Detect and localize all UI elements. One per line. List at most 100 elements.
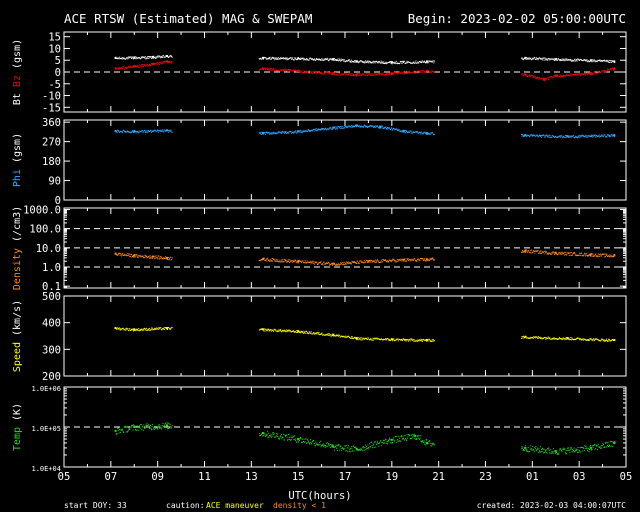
data-dot (303, 57, 305, 59)
data-dot (132, 328, 134, 330)
data-dot (592, 72, 594, 74)
data-dot (325, 129, 327, 131)
data-dot (537, 59, 539, 61)
data-dot (420, 257, 422, 259)
data-dot (572, 253, 574, 255)
data-dot (140, 56, 142, 58)
data-dot (340, 73, 342, 75)
data-dot (409, 130, 411, 132)
data-dot (286, 132, 288, 134)
data-dot (370, 442, 372, 444)
data-dot (383, 339, 385, 341)
data-dot (565, 338, 567, 340)
data-dot (521, 445, 523, 447)
data-dot (425, 132, 427, 134)
data-dot (591, 449, 593, 451)
data-dot (358, 337, 360, 339)
data-dot (163, 327, 165, 329)
data-dot (144, 254, 146, 256)
data-dot (303, 438, 305, 440)
data-dot (370, 259, 372, 261)
data-dot (136, 66, 138, 68)
data-dot (581, 134, 583, 136)
data-dot (326, 263, 328, 265)
data-dot (613, 254, 615, 256)
data-dot (265, 131, 267, 133)
data-dot (259, 435, 261, 437)
data-dot (130, 56, 132, 58)
data-dot (270, 68, 272, 70)
data-dot (390, 61, 392, 63)
data-dot (344, 445, 346, 447)
data-dot (305, 70, 307, 72)
data-dot (333, 58, 335, 60)
y-tick-label: 1.0 (42, 262, 61, 274)
data-dot (396, 338, 398, 340)
data-dot (126, 255, 128, 257)
data-dot (413, 340, 415, 342)
data-dot (347, 261, 349, 263)
data-dot (555, 75, 557, 77)
data-dot (378, 73, 380, 75)
data-dot (419, 133, 421, 135)
data-dot (120, 130, 122, 132)
data-dot (122, 66, 124, 68)
data-dot (122, 252, 124, 254)
data-dot (408, 340, 410, 342)
data-dot (548, 57, 550, 59)
data-dot (260, 328, 262, 330)
data-dot (134, 254, 136, 256)
data-dot (368, 126, 370, 128)
data-dot (417, 132, 419, 134)
data-dot (310, 443, 312, 445)
data-dot (306, 442, 308, 444)
data-dot (355, 124, 357, 126)
data-dot (323, 128, 325, 130)
data-dot (549, 338, 551, 340)
data-dot (342, 125, 344, 127)
data-dot (520, 74, 522, 76)
data-dot (371, 125, 373, 127)
data-dot (382, 127, 384, 129)
data-dot (389, 438, 391, 440)
data-dot (329, 444, 331, 446)
data-dot (270, 58, 272, 60)
data-dot (531, 251, 533, 253)
data-dot (283, 132, 285, 134)
data-dot (585, 253, 587, 255)
data-dot (422, 339, 424, 341)
data-dot (391, 261, 393, 263)
data-dot (168, 131, 170, 133)
data-dot (384, 126, 386, 128)
data-dot (326, 333, 328, 335)
data-dot (380, 440, 382, 442)
data-dot (409, 259, 411, 261)
data-dot (120, 57, 122, 59)
data-dot (164, 326, 166, 328)
data-dot (413, 259, 415, 261)
data-dot (295, 441, 297, 443)
data-dot (383, 259, 385, 261)
data-dot (403, 435, 405, 437)
data-dot (395, 339, 397, 341)
data-dot (357, 125, 359, 127)
data-dot (354, 74, 356, 76)
data-dot (165, 257, 167, 259)
data-dot (405, 260, 407, 262)
data-dot (431, 339, 433, 341)
data-dot (546, 452, 548, 454)
data-dot (282, 261, 284, 263)
data-dot (347, 335, 349, 337)
data-dot (390, 442, 392, 444)
data-dot (614, 339, 616, 341)
data-dot (559, 336, 561, 338)
data-dot (552, 77, 554, 79)
data-dot (399, 60, 401, 62)
data-dot (392, 439, 394, 441)
data-dot (157, 255, 159, 257)
data-dot (128, 256, 130, 258)
data-dot (133, 256, 135, 258)
data-dot (612, 134, 614, 136)
data-dot (363, 125, 365, 127)
data-dot (588, 253, 590, 255)
